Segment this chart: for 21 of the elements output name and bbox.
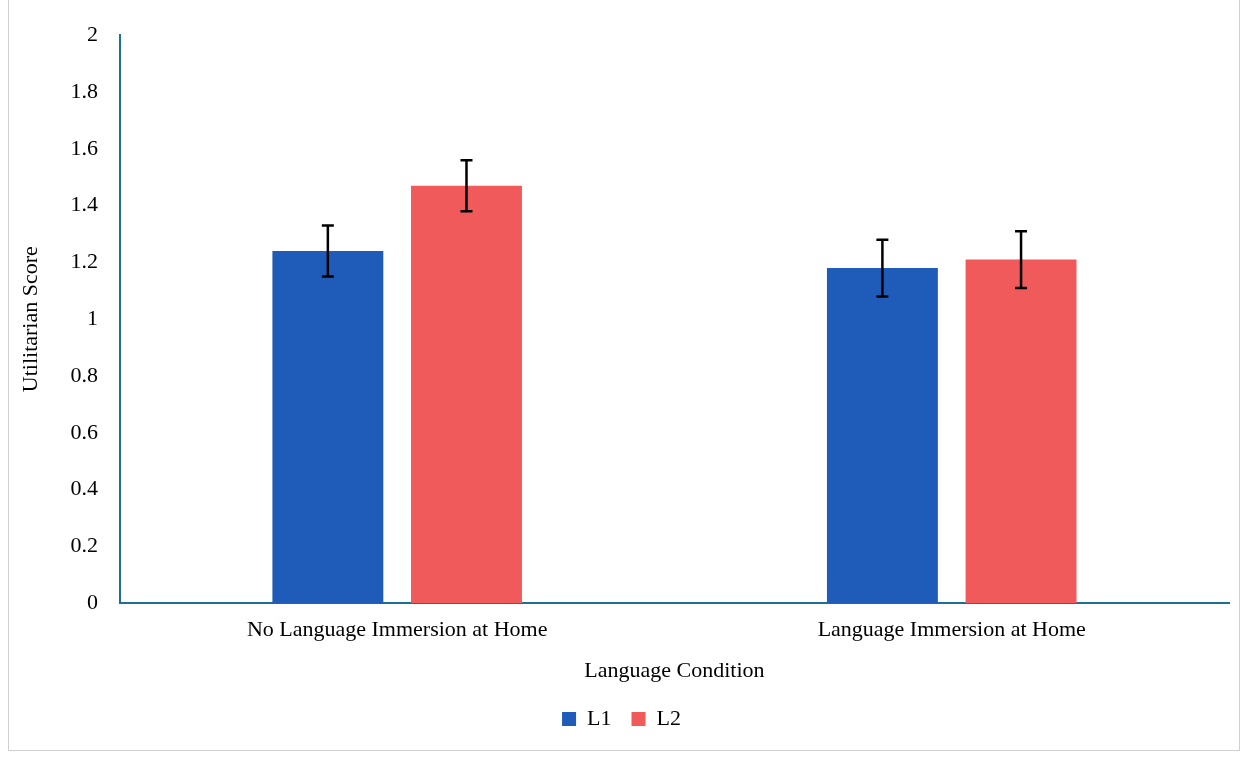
y-tick-label: 1.6: [70, 134, 98, 160]
y-tick-label: 0.2: [70, 532, 98, 558]
x-axis-title: Language Condition: [584, 656, 765, 682]
y-tick-label: 1.2: [70, 248, 98, 274]
bar: [965, 259, 1077, 604]
x-tick-label: Language Immersion at Home: [817, 616, 1086, 642]
y-tick-label: 2: [86, 20, 98, 46]
bar: [272, 251, 384, 604]
y-tick-label: 0.4: [70, 475, 98, 501]
y-tick-label: 0.6: [70, 418, 98, 444]
y-tick-label: 0: [86, 588, 98, 614]
bar: [826, 268, 938, 604]
y-tick-label: 1: [86, 304, 98, 330]
bar: [411, 185, 522, 604]
legend-label: L1: [587, 704, 612, 730]
legend-label: L2: [656, 704, 681, 730]
y-tick-label: 0.8: [70, 361, 98, 387]
y-tick-label: 1.8: [70, 77, 98, 103]
x-tick-label: No Language Immersion at Home: [246, 616, 548, 642]
y-tick-label: 1.4: [70, 191, 98, 217]
y-axis-title: Utilitarian Score: [16, 246, 42, 393]
